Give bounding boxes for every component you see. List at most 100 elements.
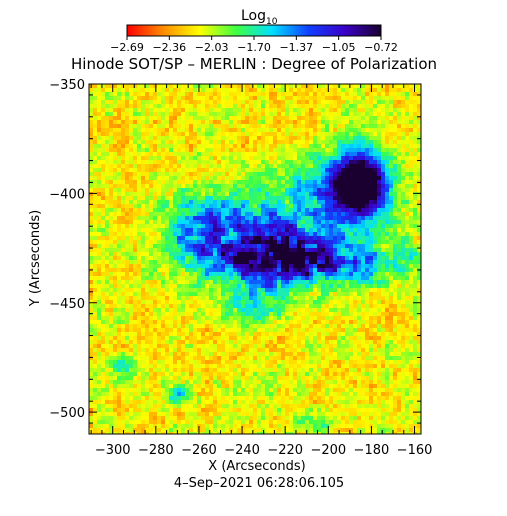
heatmap-cell: [205, 116, 209, 120]
heatmap-cell: [289, 276, 293, 280]
heatmap-cell: [169, 212, 173, 216]
heatmap-cell: [337, 100, 341, 104]
heatmap-cell: [105, 300, 109, 304]
heatmap-cell: [397, 136, 401, 140]
heatmap-cell: [389, 156, 393, 160]
heatmap-cell: [417, 280, 421, 284]
heatmap-cell: [329, 260, 333, 264]
heatmap-cell: [341, 152, 345, 156]
heatmap-cell: [205, 128, 209, 132]
heatmap-cell: [101, 168, 105, 172]
heatmap-cell: [377, 192, 381, 196]
heatmap-cell: [373, 100, 377, 104]
heatmap-cell: [173, 204, 177, 208]
heatmap-cell: [321, 116, 325, 120]
heatmap-cell: [161, 116, 165, 120]
heatmap-cell: [393, 288, 397, 292]
heatmap-cell: [353, 296, 357, 300]
heatmap-cell: [161, 104, 165, 108]
heatmap-cell: [217, 88, 221, 92]
heatmap-cell: [125, 176, 129, 180]
heatmap-cell: [161, 240, 165, 244]
heatmap-cell: [281, 312, 285, 316]
heatmap-cell: [417, 88, 421, 92]
heatmap-cell: [153, 284, 157, 288]
heatmap-cell: [109, 164, 113, 168]
heatmap-cell: [129, 300, 133, 304]
heatmap-cell: [413, 172, 417, 176]
heatmap-cell: [257, 288, 261, 292]
heatmap-cell: [205, 280, 209, 284]
heatmap-cell: [133, 300, 137, 304]
heatmap-cell: [325, 116, 329, 120]
heatmap-cell: [145, 240, 149, 244]
heatmap-cell: [405, 108, 409, 112]
heatmap-cell: [277, 248, 281, 252]
heatmap-cell: [185, 284, 189, 288]
heatmap-cell: [357, 284, 361, 288]
heatmap-cell: [157, 144, 161, 148]
heatmap-cell: [373, 120, 377, 124]
heatmap-cell: [321, 188, 325, 192]
heatmap-cell: [225, 96, 229, 100]
heatmap-cell: [133, 292, 137, 296]
heatmap-cell: [293, 248, 297, 252]
heatmap-cell: [161, 156, 165, 160]
heatmap-cell: [153, 252, 157, 256]
colorbar-tick-label: −2.69: [110, 41, 144, 54]
heatmap-cell: [321, 248, 325, 252]
heatmap-cell: [365, 292, 369, 296]
heatmap-cell: [89, 272, 93, 276]
heatmap-cell: [153, 152, 157, 156]
heatmap-cell: [117, 120, 121, 124]
heatmap-cell: [361, 156, 365, 160]
heatmap-cell: [337, 224, 341, 228]
heatmap-cell: [97, 304, 101, 308]
heatmap-cell: [201, 244, 205, 248]
heatmap-cell: [89, 228, 93, 232]
heatmap-cell: [369, 308, 373, 312]
heatmap-cell: [237, 276, 241, 280]
heatmap-cell: [333, 184, 337, 188]
heatmap-cell: [265, 300, 269, 304]
heatmap-cell: [181, 248, 185, 252]
heatmap-cell: [273, 132, 277, 136]
heatmap-cell: [333, 156, 337, 160]
heatmap-cell: [285, 312, 289, 316]
heatmap-cell: [373, 184, 377, 188]
heatmap-cell: [273, 248, 277, 252]
heatmap-cell: [149, 108, 153, 112]
heatmap-cell: [201, 132, 205, 136]
heatmap-cell: [197, 280, 201, 284]
heatmap-cell: [213, 208, 217, 212]
heatmap-cell: [117, 88, 121, 92]
heatmap-cell: [181, 256, 185, 260]
heatmap-cell: [293, 216, 297, 220]
heatmap-cell: [177, 208, 181, 212]
heatmap-cell: [289, 140, 293, 144]
heatmap-cell: [261, 244, 265, 248]
heatmap-cell: [337, 256, 341, 260]
heatmap-cell: [293, 156, 297, 160]
heatmap-cell: [129, 260, 133, 264]
heatmap-cell: [329, 228, 333, 232]
heatmap-cell: [409, 224, 413, 228]
heatmap-cell: [389, 104, 393, 108]
heatmap-cell: [273, 260, 277, 264]
heatmap-cell: [329, 116, 333, 120]
heatmap-cell: [321, 84, 325, 88]
heatmap-cell: [157, 116, 161, 120]
heatmap-cell: [193, 260, 197, 264]
heatmap-cell: [381, 152, 385, 156]
heatmap-cell: [293, 124, 297, 128]
heatmap-cell: [281, 144, 285, 148]
heatmap-cell: [205, 212, 209, 216]
heatmap-cell: [385, 276, 389, 280]
heatmap-cell: [269, 112, 273, 116]
heatmap-cell: [293, 160, 297, 164]
heatmap-cell: [397, 292, 401, 296]
heatmap-cell: [157, 192, 161, 196]
heatmap-cell: [337, 148, 341, 152]
heatmap-cell: [101, 152, 105, 156]
heatmap-cell: [361, 148, 365, 152]
